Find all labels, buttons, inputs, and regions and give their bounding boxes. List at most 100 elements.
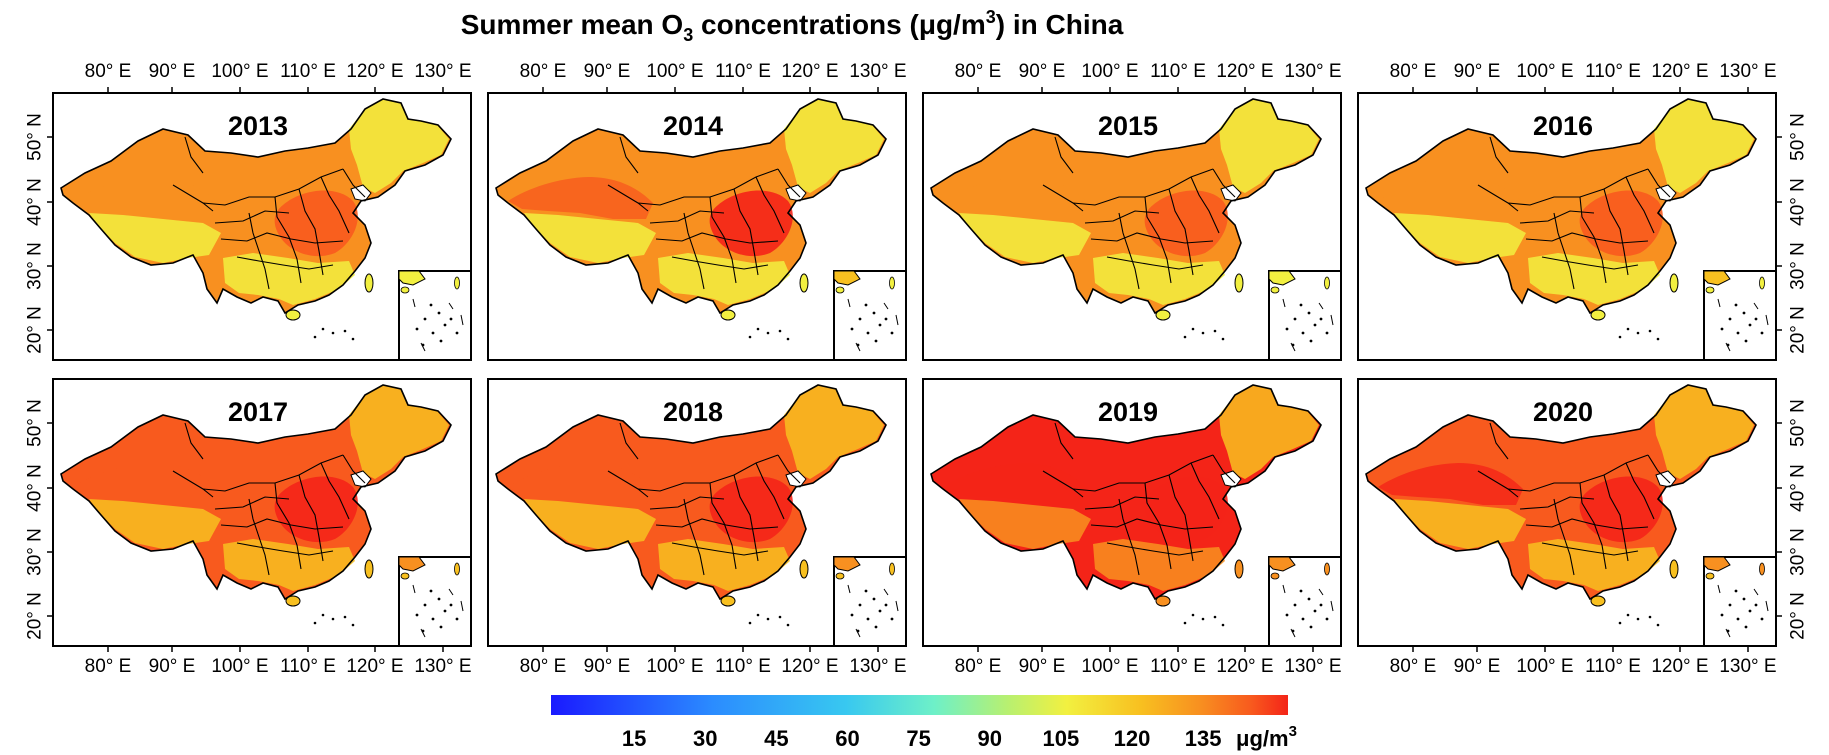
province-border (1647, 454, 1671, 484)
inset-islet (449, 317, 453, 321)
lon-tick-label: 80° E (85, 61, 132, 82)
inset-islet (1754, 317, 1758, 321)
map-panels: 2013 80° E 90° E 100° E 110° E 120° E 130° E 50… (25, 61, 1809, 677)
inset-taiwan (889, 276, 895, 290)
province-border (248, 212, 270, 290)
lon-tick-label: 130° E (1719, 656, 1776, 677)
province-border (1603, 188, 1629, 276)
taiwan-island (1234, 273, 1244, 293)
inset-islet (1736, 331, 1740, 335)
province-border (1579, 196, 1607, 284)
lon-tick-label: 100° E (646, 61, 703, 82)
inset-islet (1313, 323, 1317, 327)
islet (766, 617, 770, 621)
province-border (1647, 168, 1671, 198)
islet (778, 615, 782, 619)
inset-dash-line (847, 298, 899, 352)
islet (1656, 623, 1660, 627)
inset-dash-line (1282, 298, 1334, 352)
lon-tick-label: 110° E (280, 656, 336, 677)
inset-dash-line (1717, 584, 1769, 638)
inset-islet (1299, 589, 1303, 593)
province-border (320, 176, 350, 234)
lon-tick-label: 130° E (1284, 656, 1341, 677)
province-border (172, 470, 214, 498)
china-outline (930, 384, 1322, 601)
lon-tick-label: 100° E (1081, 61, 1138, 82)
inset-islet (1760, 331, 1764, 335)
province-border (1489, 422, 1509, 460)
province-border (320, 462, 350, 520)
colorbar-tick-label: 15 (622, 726, 646, 751)
taiwan-island (799, 559, 809, 579)
south-china-sea-inset (398, 270, 472, 361)
map-panel: 2016 80° E 90° E 100° E 110° E 120° E 130° E 50… (1357, 61, 1809, 361)
inset-islet (864, 303, 868, 307)
province-border (733, 474, 759, 562)
northwest-region (73, 463, 218, 505)
inset-taiwan (889, 562, 895, 576)
inset-islet (858, 603, 862, 607)
province-border (671, 542, 769, 556)
inset-islet (1720, 327, 1724, 331)
colorbar-tick-label: 30 (693, 726, 717, 751)
inset-islet (890, 331, 894, 335)
province-border (184, 422, 204, 460)
colorbar-tick-label: 45 (764, 726, 788, 751)
panel-year-label: 2019 (1098, 397, 1158, 427)
lat-tick-label: 20° N (1788, 306, 1809, 354)
islet (1213, 329, 1217, 333)
northwest-region (1378, 463, 1523, 505)
panel-year-label: 2015 (1098, 111, 1158, 141)
islet (1221, 623, 1225, 627)
lon-tick-label: 90° E (1454, 61, 1501, 82)
lat-tick-label: 40° N (25, 178, 46, 226)
islet (1626, 327, 1630, 331)
inset-islet (431, 617, 435, 621)
lon-tick-label: 130° E (414, 61, 471, 82)
islet (343, 329, 347, 333)
china-outline (1365, 98, 1757, 315)
province-border (655, 232, 779, 244)
inset-islet (429, 303, 433, 307)
inset-islet (449, 603, 453, 607)
province-border (1106, 542, 1204, 556)
lon-tick-label: 120° E (346, 61, 403, 82)
province-border (1144, 196, 1172, 284)
lon-tick-label: 90° E (149, 656, 196, 677)
province-border (184, 136, 204, 174)
lat-tick-label: 30° N (25, 242, 46, 290)
lon-tick-label: 100° E (1516, 61, 1573, 82)
map-panel: 2013 80° E 90° E 100° E 110° E 120° E 130° E 50… (25, 61, 472, 361)
province-border (1042, 184, 1084, 212)
province-border (671, 256, 769, 270)
inset-islet (872, 311, 876, 315)
lat-tick-label: 30° N (1788, 242, 1809, 290)
inset-islet (431, 331, 435, 335)
panel-year-label: 2016 (1533, 111, 1593, 141)
province-border (298, 474, 324, 562)
province-border (298, 188, 324, 276)
province-border (755, 462, 785, 520)
china-outline (495, 384, 887, 601)
inset-islet (1309, 339, 1313, 343)
inset-coast (1268, 270, 1296, 286)
lon-tick-label: 100° E (646, 656, 703, 677)
islet (1213, 615, 1217, 619)
map-panel: 2020 80° E 90° E 100° E 110° E 120° E 130° E 50… (1357, 378, 1809, 677)
inset-islet (1325, 617, 1329, 621)
province-border (1625, 176, 1655, 234)
colorbar-tick-label: 60 (835, 726, 859, 751)
islet (1618, 335, 1622, 339)
lat-tick-label: 50° N (25, 113, 46, 161)
inset-taiwan (1324, 276, 1330, 290)
south-china-sea-inset (1703, 270, 1777, 361)
province-border (777, 454, 801, 484)
inset-islet (1293, 603, 1297, 607)
islet (748, 335, 752, 339)
inset-islet (884, 317, 888, 321)
inset-islet (1748, 609, 1752, 613)
inset-islet (1742, 311, 1746, 315)
province-border (1042, 470, 1084, 498)
province-border (1489, 136, 1509, 174)
